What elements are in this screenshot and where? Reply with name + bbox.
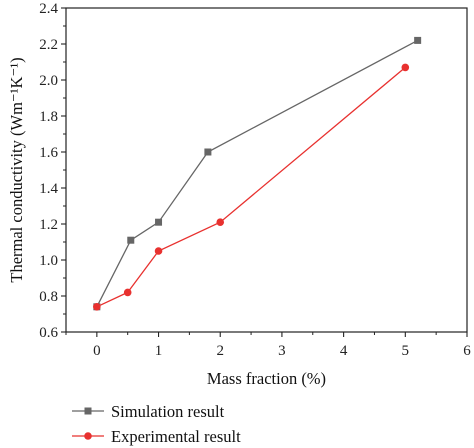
data-point: [401, 63, 410, 72]
y-axis-title: Thermal conductivity (Wm⁻¹K⁻¹): [7, 57, 26, 282]
x-tick-label: 4: [340, 343, 348, 359]
legend-label: Experimental result: [111, 427, 241, 446]
series-line: [96, 66, 406, 308]
y-axis: 0.6 0.8 1.0 1.2 1.4 1.6 1.8 2.0 2.2 2.4: [39, 1, 66, 341]
x-tick-label: 0: [93, 343, 101, 359]
x-tick-label: 1: [155, 343, 163, 359]
legend-item: Experimental result: [72, 427, 241, 446]
y-tick-label: 2.2: [39, 37, 58, 53]
data-point: [155, 218, 163, 226]
data-point: [154, 247, 163, 255]
x-tick-label: 3: [278, 343, 286, 359]
y-tick-label: 0.6: [39, 325, 58, 341]
data-point: [123, 288, 132, 297]
series-layer: [93, 36, 422, 311]
y-tick-label: 1.2: [39, 217, 58, 233]
plot-border: [65, 7, 468, 333]
y-tick-label: 0.8: [39, 289, 58, 305]
data-point: [204, 148, 212, 156]
data-point: [414, 36, 422, 44]
series-simulation: [93, 36, 422, 311]
y-tick-label: 1.0: [39, 253, 58, 269]
x-axis-title: Mass fraction (%): [207, 369, 326, 388]
series-experimental: [93, 63, 410, 311]
series-line: [96, 39, 418, 308]
x-axis: 0 1 2 3 4 5 6: [65, 332, 471, 359]
y-tick-label: 1.6: [39, 145, 58, 161]
legend: Simulation result Experimental result: [72, 402, 241, 446]
plot-frame: [65, 7, 468, 333]
y-tick-label: 1.4: [39, 181, 58, 197]
data-point: [93, 303, 101, 311]
x-tick-label: 5: [402, 343, 410, 359]
legend-marker: [84, 407, 92, 415]
y-tick-label: 2.0: [39, 73, 58, 89]
y-tick-label: 2.4: [39, 1, 58, 17]
y-tick-label: 1.8: [39, 109, 58, 125]
legend-label: Simulation result: [111, 402, 225, 421]
data-point: [216, 218, 225, 226]
x-tick-label: 2: [216, 343, 224, 359]
x-tick-label: 6: [463, 343, 471, 359]
data-point: [127, 236, 135, 244]
legend-item: Simulation result: [72, 402, 225, 421]
legend-marker: [84, 432, 92, 440]
